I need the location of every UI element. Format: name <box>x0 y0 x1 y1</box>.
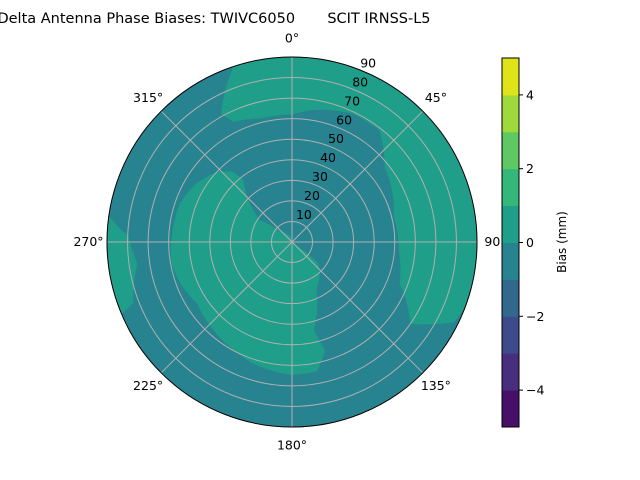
colorbar-tick-label: −4 <box>526 383 544 398</box>
colorbar-band-5 <box>502 205 519 243</box>
colorbar-band-9 <box>502 58 519 96</box>
angular-tick-label: 90° <box>484 234 506 249</box>
angular-tick-label: 135° <box>421 378 451 393</box>
polar-frame <box>106 56 478 428</box>
angular-tick-label: 45° <box>425 90 447 105</box>
angular-tick-label: 0° <box>285 31 299 46</box>
colorbar-band-8 <box>502 94 519 133</box>
colorbar-tick-label: 0 <box>526 235 534 250</box>
chart-title: Delta Antenna Phase Biases: TWIVC6050 SC… <box>0 11 431 27</box>
plot-area: 0° 45° 90° 135° 180° 225° 270° 315° 10 20 30 40 50 60… <box>73 31 506 453</box>
radial-tick-label: 50 <box>328 131 344 146</box>
colorbar-band-2 <box>502 316 519 354</box>
angular-gridline-315 <box>160 110 293 243</box>
radial-tick-label: 60 <box>336 112 352 127</box>
radial-tick-label: 30 <box>312 169 328 184</box>
colorbar-tick-label: −2 <box>526 309 544 324</box>
contour-region-3 <box>107 216 138 315</box>
angular-tick-label: 225° <box>133 378 163 393</box>
radial-tick-label: 20 <box>304 188 320 203</box>
colorbar: −4 −2 0 2 4 <box>501 57 544 428</box>
angular-gridline-225 <box>160 241 293 374</box>
radial-tick-label: 40 <box>320 150 336 165</box>
colorbar-band-7 <box>502 131 519 170</box>
angular-gridline-135 <box>291 241 424 374</box>
angular-tick-label: 180° <box>277 438 307 453</box>
colorbar-tick-label: 4 <box>526 87 534 102</box>
angular-tick-label: 315° <box>133 90 163 105</box>
radial-tick-label: 80 <box>352 74 368 89</box>
radial-tick-label: 10 <box>296 207 312 222</box>
angular-tick-label: 270° <box>73 234 103 249</box>
colorbar-band-3 <box>502 279 519 317</box>
colorbar-label: Bias (mm) <box>555 211 569 273</box>
colorbar-band-1 <box>502 353 519 391</box>
colorbar-band-6 <box>502 168 519 207</box>
colorbar-tick-label: 2 <box>526 161 534 176</box>
colorbar-band-0 <box>502 390 519 428</box>
radial-tick-label: 90 <box>360 56 376 71</box>
radial-tick-label: 70 <box>344 93 360 108</box>
contour-region-1 <box>221 57 477 325</box>
colorbar-band-4 <box>502 242 519 280</box>
angular-gridline-45 <box>291 110 424 243</box>
